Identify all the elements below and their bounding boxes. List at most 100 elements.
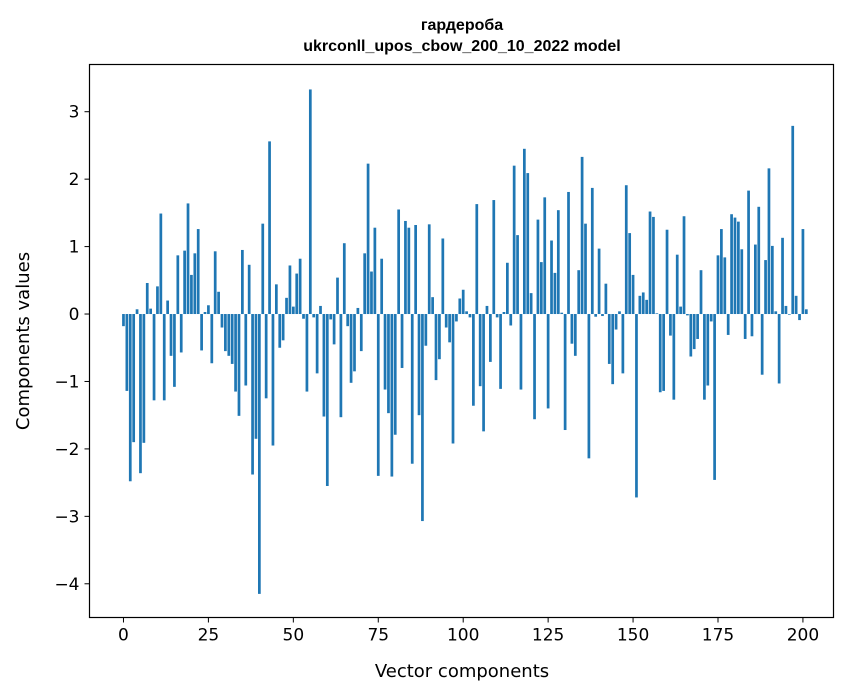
bar-22: [196, 229, 200, 315]
bar-77: [383, 314, 387, 390]
bar-46: [278, 314, 282, 348]
bar-29: [220, 314, 224, 328]
bar-5: [139, 314, 142, 474]
bar-98: [455, 314, 458, 322]
bar-15: [173, 314, 176, 387]
bar-142: [604, 283, 608, 315]
y-tick-label: −4: [54, 575, 79, 595]
bar-24: [203, 312, 207, 315]
bar-27: [213, 251, 217, 315]
bar-141: [601, 314, 604, 317]
bar-199: [798, 314, 801, 321]
bar-185: [750, 314, 754, 337]
x-axis-ticks: 0 25 50 75 100 125 150 175 200: [118, 617, 819, 646]
bar-93: [438, 314, 441, 360]
bar-3: [132, 314, 136, 443]
bar-121: [533, 314, 536, 420]
bar-132: [570, 314, 574, 344]
bar-175: [716, 255, 720, 315]
bar-177: [723, 257, 727, 315]
bar-113: [506, 262, 509, 315]
bar-111: [499, 314, 502, 389]
bar-112: [502, 312, 506, 315]
bar-19: [186, 203, 190, 315]
bar-149: [628, 233, 632, 315]
bar-186: [754, 244, 757, 315]
bar-135: [580, 156, 584, 315]
bar-39: [254, 314, 258, 439]
bar-193: [777, 314, 781, 384]
x-tick-label: 200: [787, 626, 819, 646]
bar-71: [363, 253, 367, 315]
bar-20: [190, 274, 193, 315]
bar-64: [339, 314, 343, 418]
bar-163: [675, 254, 679, 315]
bar-176: [720, 229, 723, 315]
bar-155: [648, 211, 652, 315]
y-tick-label: −3: [54, 507, 79, 527]
bar-171: [703, 314, 706, 400]
bar-153: [641, 292, 645, 315]
bar-194: [781, 237, 784, 315]
bar-151: [635, 314, 638, 498]
y-tick-label: 2: [69, 170, 80, 190]
bar-173: [709, 314, 713, 322]
bar-41: [261, 223, 265, 315]
bar-4: [135, 309, 139, 315]
bar-158: [658, 314, 662, 393]
bar-81: [397, 209, 401, 315]
bar-30: [224, 314, 227, 352]
x-tick-label: 100: [447, 626, 479, 646]
bar-80: [393, 314, 397, 435]
bar-195: [784, 305, 788, 315]
bar-150: [631, 274, 635, 315]
bar-122: [536, 219, 540, 315]
bar-85: [410, 314, 414, 464]
bar-188: [760, 314, 764, 375]
bar-87: [417, 314, 421, 416]
bar-42: [264, 314, 268, 399]
bar-196: [787, 314, 791, 315]
x-tick-label: 150: [617, 626, 649, 646]
bar-36: [244, 314, 248, 386]
bar-170: [699, 270, 703, 315]
bar-182: [740, 249, 744, 315]
bar-189: [764, 260, 767, 315]
bar-109: [492, 200, 496, 315]
bar-82: [400, 314, 404, 368]
bar-107: [485, 305, 489, 315]
bar-143: [607, 314, 611, 364]
bar-183: [743, 314, 747, 339]
y-axis-ticks: −4 −3 −2 −1 0 1 2 3: [54, 103, 90, 595]
bar-159: [662, 314, 665, 391]
bar-131: [567, 191, 570, 315]
bar-136: [584, 223, 587, 315]
bar-32: [230, 314, 234, 364]
bar-126: [550, 240, 553, 315]
bar-54: [305, 314, 309, 392]
bar-197: [791, 125, 795, 315]
bar-26: [210, 314, 214, 364]
bar-178: [726, 314, 730, 335]
bar-0: [122, 314, 125, 327]
bar-201: [804, 309, 808, 315]
bar-13: [166, 300, 169, 315]
bar-9: [152, 314, 156, 401]
bar-147: [621, 314, 625, 374]
bar-70: [359, 314, 363, 352]
bar-156: [652, 216, 655, 315]
bar-23: [200, 314, 203, 351]
bar-16: [176, 255, 180, 315]
bar-167: [689, 314, 693, 357]
bar-179: [730, 214, 733, 315]
bar-174: [713, 314, 716, 480]
bar-1: [125, 314, 129, 391]
bar-157: [655, 313, 659, 315]
bar-99: [458, 298, 462, 315]
bar-118: [522, 148, 526, 315]
bar-105: [478, 314, 482, 387]
bar-47: [281, 314, 285, 341]
bar-130: [563, 314, 567, 431]
bar-44: [271, 314, 275, 446]
bar-184: [747, 190, 750, 315]
